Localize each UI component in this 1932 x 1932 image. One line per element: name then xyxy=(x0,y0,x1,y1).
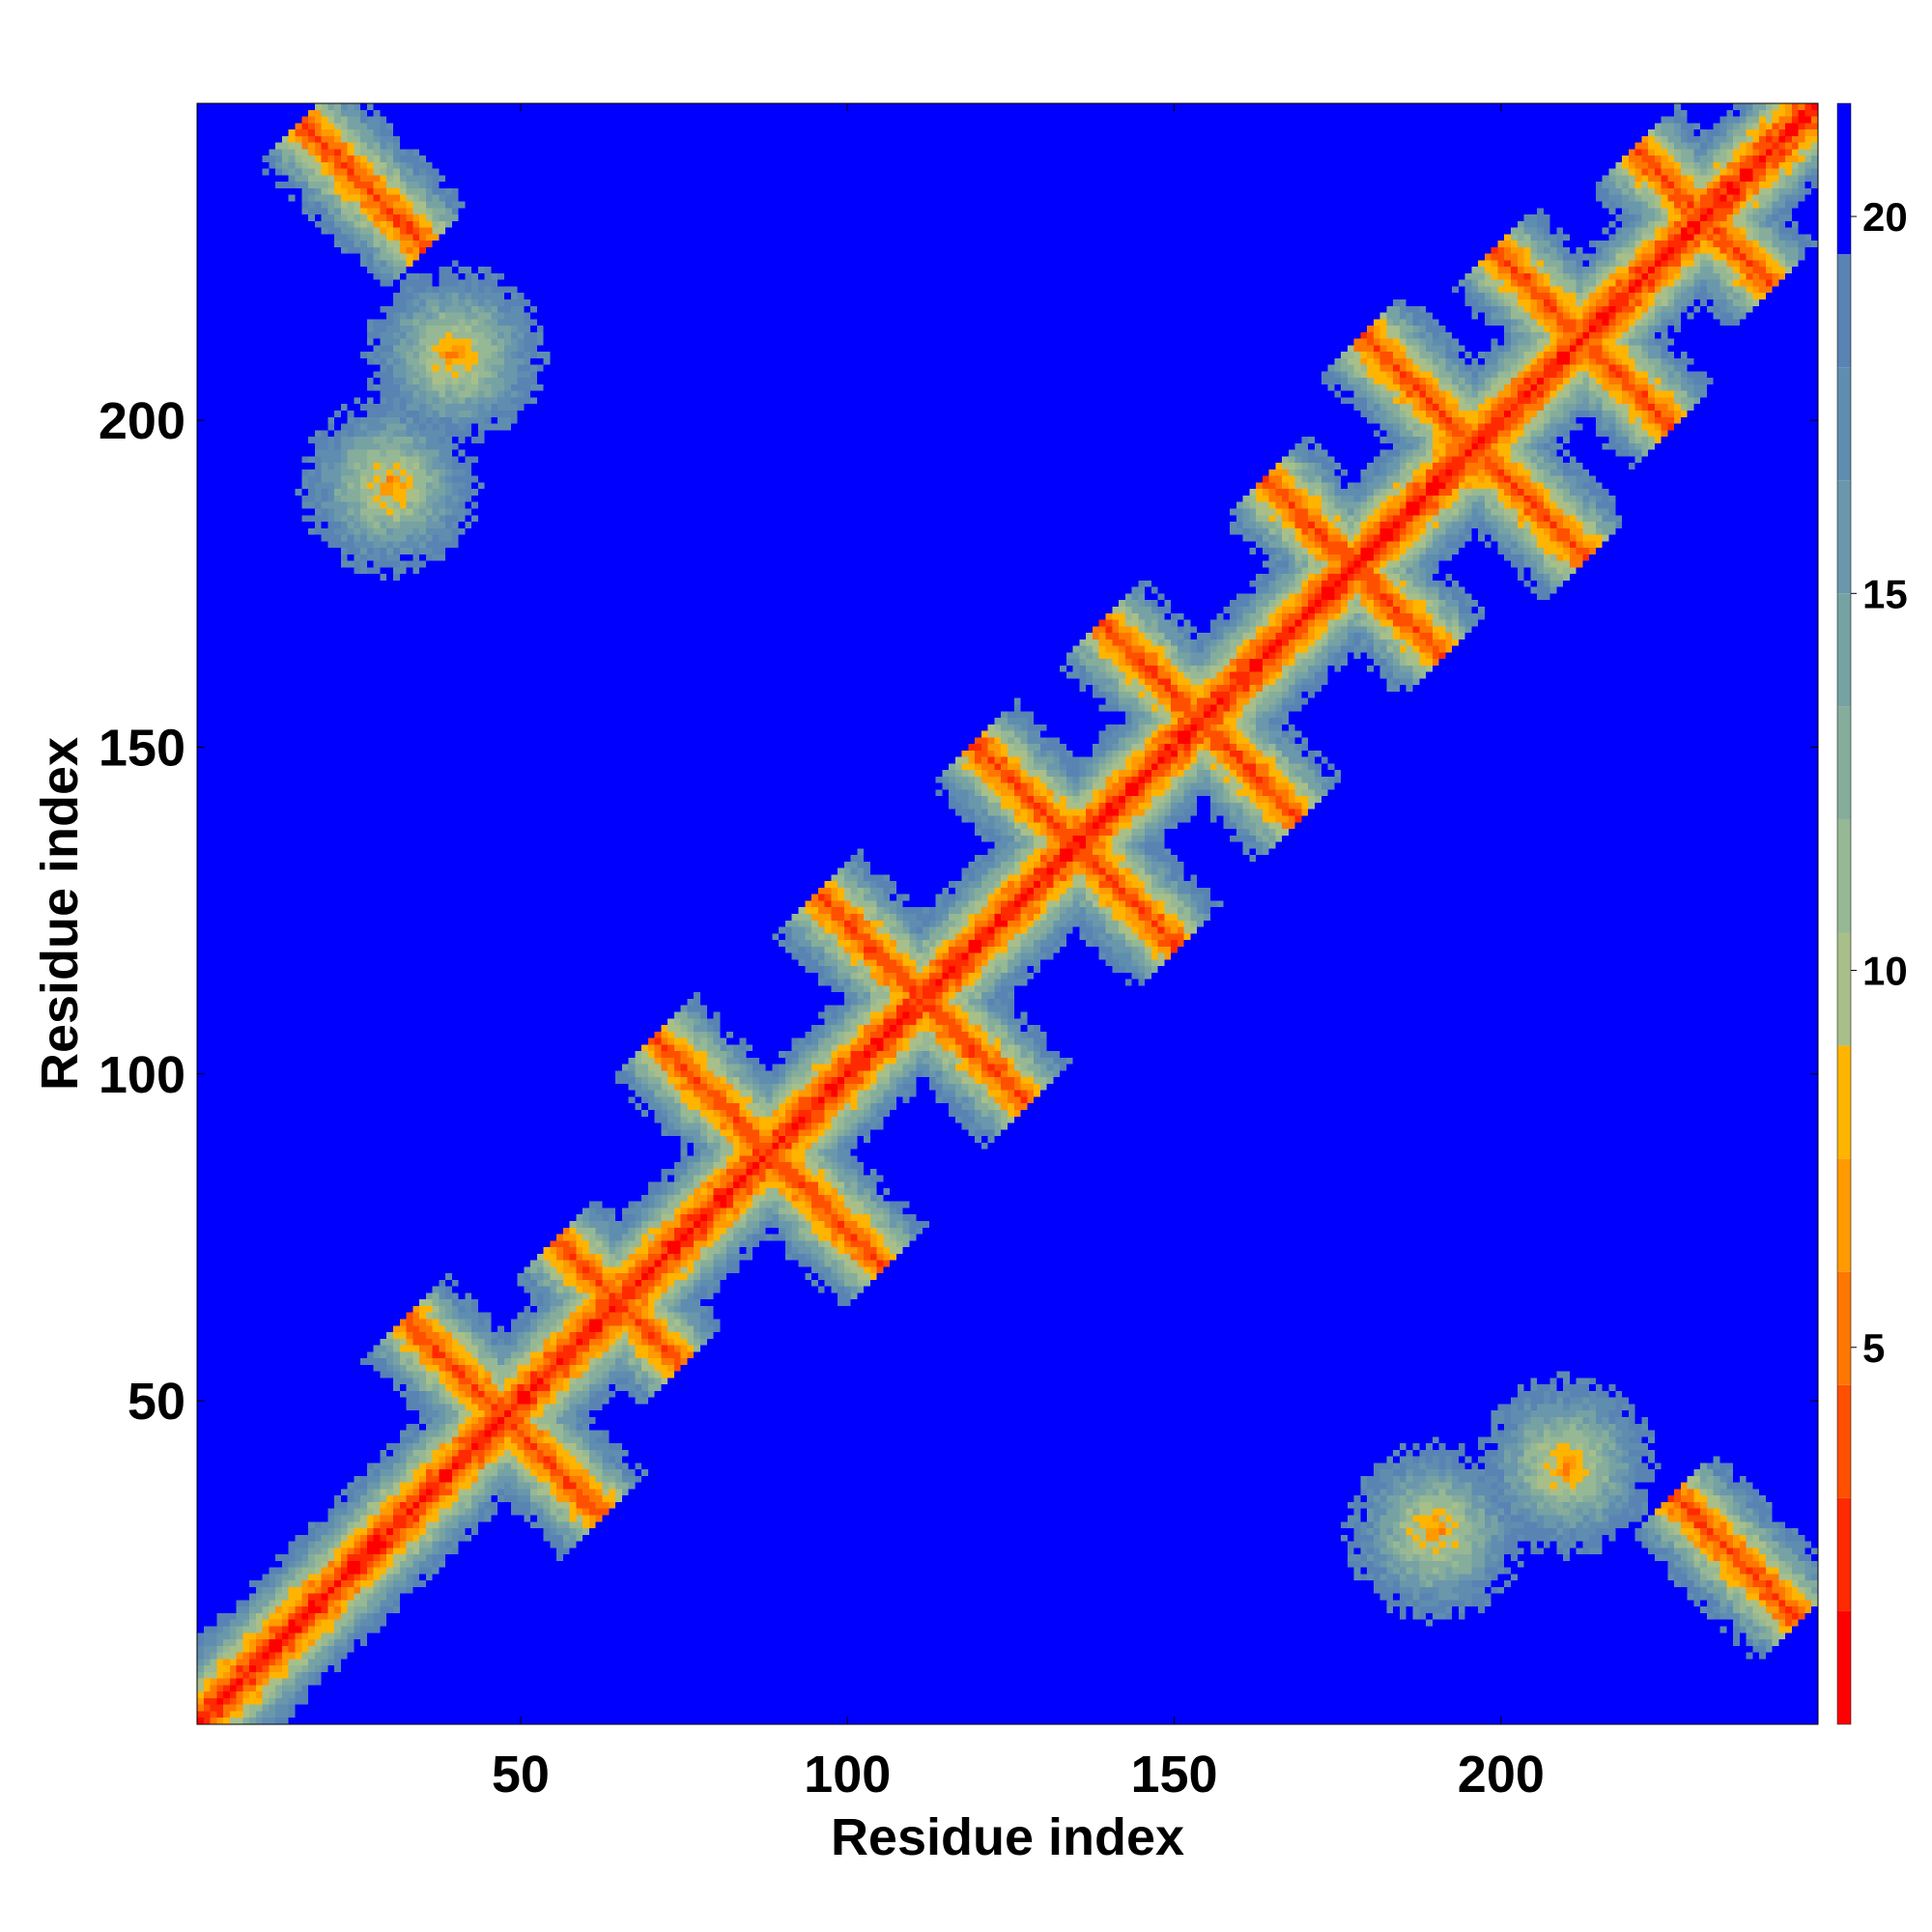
colorbar-segment xyxy=(1837,1158,1851,1272)
colorbar-segment xyxy=(1837,254,1851,368)
colorbar-segment xyxy=(1837,1271,1851,1385)
x-tick-label: 200 xyxy=(1458,1746,1545,1804)
colorbar-segment xyxy=(1837,367,1851,481)
y-tick-label: 150 xyxy=(99,719,185,777)
colorbar-segment xyxy=(1837,480,1851,594)
y-tick-label: 100 xyxy=(99,1046,185,1104)
colorbar: 5 10 15 20 xyxy=(1836,102,1908,1725)
heatmap-cells xyxy=(197,103,1818,1724)
colorbar-segment xyxy=(1837,103,1851,255)
x-axis: 50 100 150 200 xyxy=(492,103,1545,1804)
colorbar-tick-label: 5 xyxy=(1862,1325,1885,1371)
colorbar-tick-label: 15 xyxy=(1862,571,1908,616)
y-axis-title: Residue index xyxy=(31,737,89,1091)
x-tick-label: 150 xyxy=(1130,1746,1217,1804)
colorbar-segment xyxy=(1837,706,1851,820)
y-tick-label: 50 xyxy=(128,1373,185,1431)
colorbar-segment xyxy=(1837,593,1851,707)
x-tick-label: 50 xyxy=(492,1746,550,1804)
colorbar-tick-label: 10 xyxy=(1862,949,1908,994)
heatmap-area xyxy=(197,103,1818,1724)
y-tick-label: 200 xyxy=(99,392,185,450)
colorbar-tick-label: 20 xyxy=(1862,194,1908,240)
colorbar-segment xyxy=(1837,1610,1851,1724)
colorbar-frame xyxy=(1836,102,1852,1725)
y-axis: 50 100 150 200 xyxy=(99,392,1818,1431)
x-tick-label: 100 xyxy=(804,1746,891,1804)
plot-frame xyxy=(196,102,1819,1725)
colorbar-segment xyxy=(1837,1497,1851,1611)
colorbar-segment xyxy=(1837,1384,1851,1498)
colorbar-segment xyxy=(1837,819,1851,933)
x-axis-title: Residue index xyxy=(831,1808,1184,1866)
colorbar-segment xyxy=(1837,1045,1851,1159)
colorbar-segment xyxy=(1837,932,1851,1046)
